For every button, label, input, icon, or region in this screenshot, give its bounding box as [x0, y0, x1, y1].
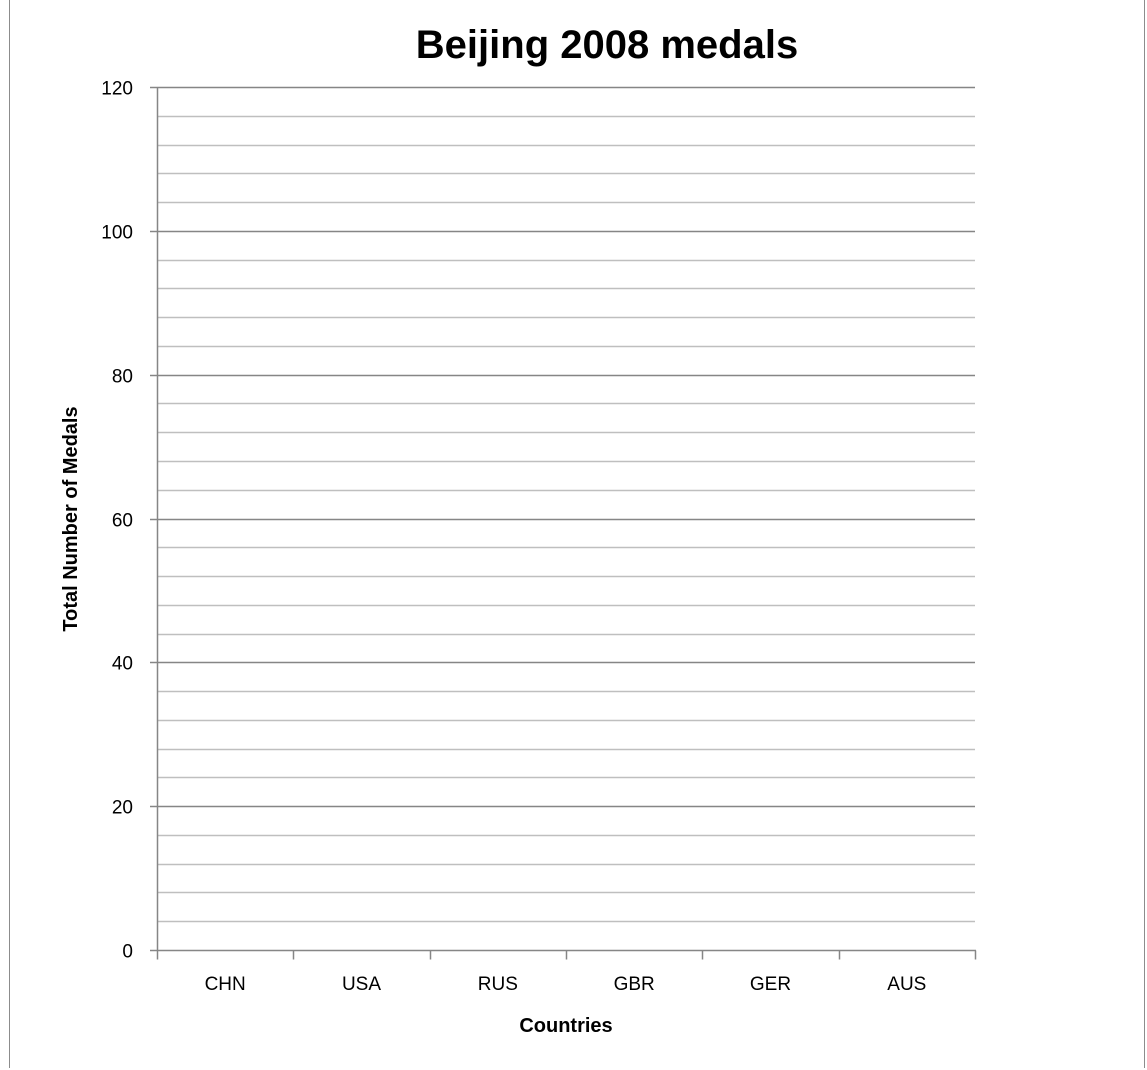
axes [150, 86, 977, 960]
x-tick-label: RUS [478, 974, 518, 995]
y-tick-label: 80 [112, 367, 133, 388]
chart-title: Beijing 2008 medals [416, 23, 798, 67]
x-tick-label: GBR [614, 974, 655, 995]
y-tick-label: 0 [122, 942, 133, 963]
y-tick-label: 120 [101, 79, 133, 100]
y-axis-tick-labels: 0 20 40 60 80 100 120 [101, 79, 133, 963]
y-tick-label: 40 [112, 654, 133, 675]
x-tick-label: GER [750, 974, 791, 995]
grid [157, 86, 975, 923]
y-tick-label: 20 [112, 798, 133, 819]
y-tick-label: 60 [112, 511, 133, 532]
x-tick-label: AUS [887, 974, 926, 995]
y-axis-title: Total Number of Medals [60, 406, 82, 631]
x-axis-tick-labels: CHN USA RUS GBR GER AUS [205, 974, 927, 995]
chart-frame [9, 0, 1145, 1068]
x-tick-label: CHN [205, 974, 246, 995]
x-axis-title: Countries [519, 1015, 612, 1037]
x-tick-label: USA [342, 974, 381, 995]
y-tick-label: 100 [101, 223, 133, 244]
